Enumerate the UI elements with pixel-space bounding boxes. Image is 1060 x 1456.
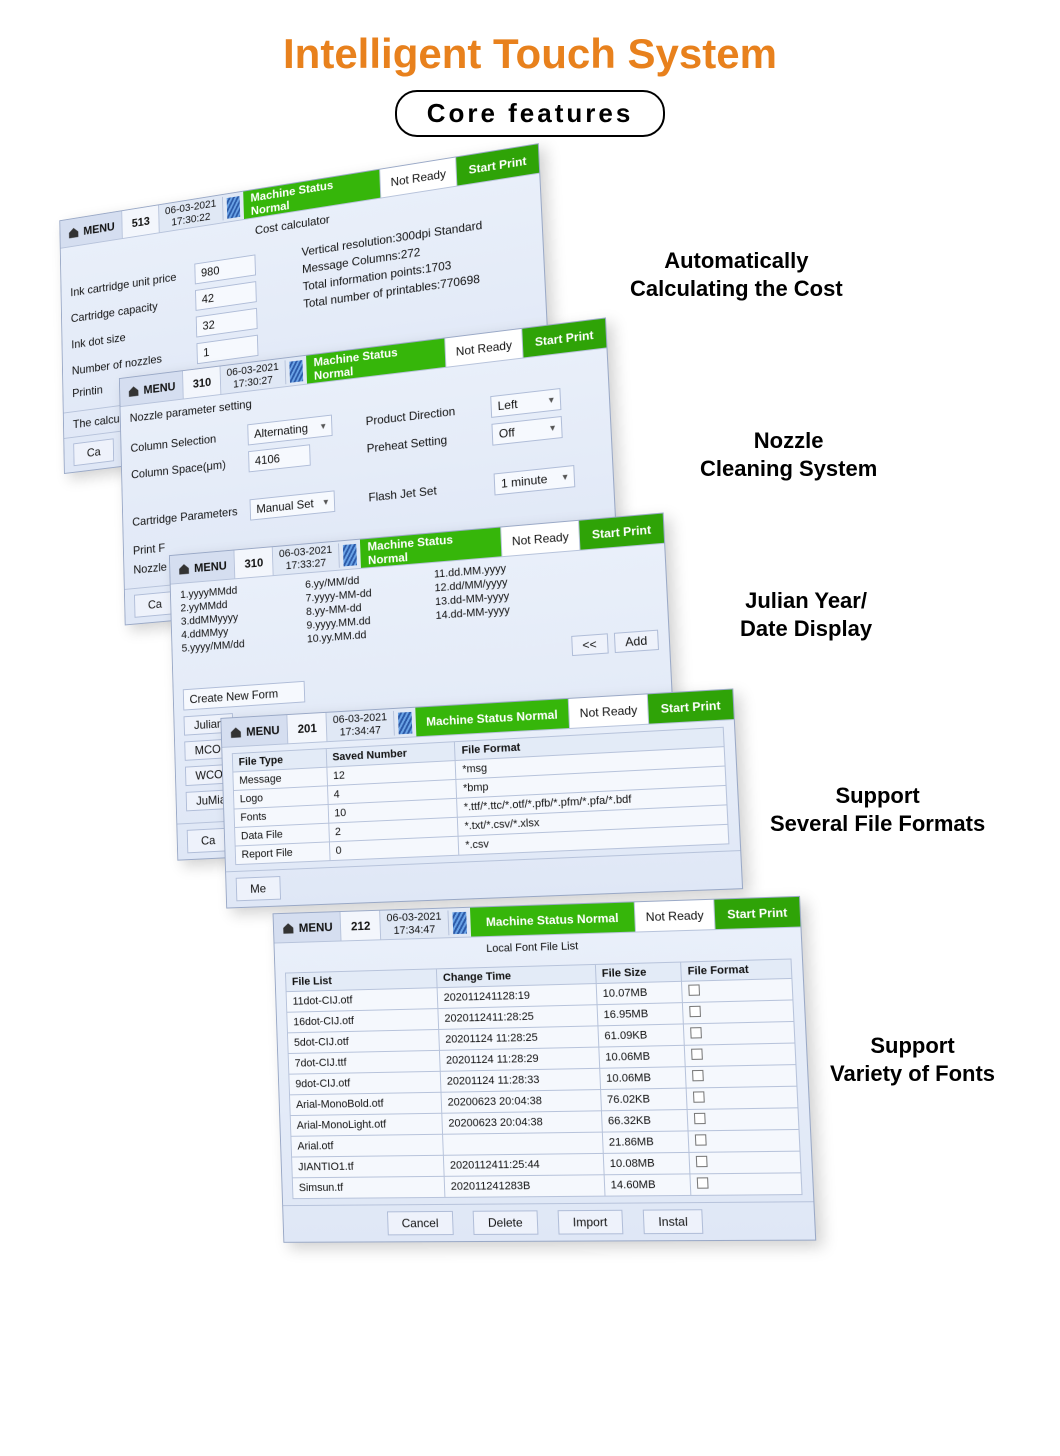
- checkbox[interactable]: [689, 1006, 701, 1017]
- import-button[interactable]: Import: [557, 1210, 623, 1235]
- menu-button[interactable]: MENU: [170, 550, 236, 583]
- colsel-label: Column Selection: [130, 429, 240, 455]
- colspace-label: Column Space(μm): [131, 456, 241, 482]
- stripe-icon: [343, 543, 357, 566]
- count-value: 310: [235, 547, 274, 578]
- stripe-icon: [289, 360, 303, 383]
- count-value: 201: [288, 713, 328, 743]
- file-types-table: File Type Saved Number File Format Messa…: [232, 727, 730, 865]
- checkbox[interactable]: [694, 1113, 706, 1124]
- checkbox[interactable]: [688, 984, 700, 995]
- home-icon: [229, 725, 243, 739]
- colspace-input[interactable]: 4106: [248, 444, 311, 472]
- dir-select[interactable]: Left: [490, 388, 561, 418]
- menu-button[interactable]: MENU: [274, 912, 342, 943]
- add-button[interactable]: Add: [614, 630, 660, 653]
- checkbox[interactable]: [697, 1177, 709, 1188]
- datetime: 06-03-202117:34:47: [381, 911, 449, 937]
- stripe-icon: [226, 196, 240, 219]
- panel-file-formats: MENU 201 06-03-202117:34:47 Machine Stat…: [220, 688, 743, 908]
- cart-label: Cartridge Parameters: [132, 504, 242, 529]
- checkbox[interactable]: [692, 1070, 704, 1081]
- colsel-select[interactable]: Alternating: [247, 415, 332, 446]
- datetime: 06-03-202117:34:47: [327, 711, 395, 738]
- dot-input[interactable]: 32: [196, 308, 258, 338]
- panel-font-list: MENU 212 06-03-202117:34:47 Machine Stat…: [273, 896, 817, 1243]
- checkbox[interactable]: [695, 1134, 707, 1145]
- calc-text: The calcul: [73, 412, 122, 432]
- ready-text: Not Ready: [568, 694, 649, 728]
- count-value: 513: [122, 205, 160, 238]
- caption-cost: AutomaticallyCalculating the Cost: [630, 247, 843, 302]
- create-form-input[interactable]: Create New Form: [183, 681, 305, 711]
- cancel-button[interactable]: Ca: [73, 438, 114, 466]
- cancel-button[interactable]: Cancel: [387, 1211, 454, 1235]
- capacity-input[interactable]: 42: [195, 281, 257, 311]
- datetime: 06-03-202117:30:27: [221, 361, 286, 392]
- count-value: 310: [183, 366, 221, 398]
- caption-nozzle: NozzleCleaning System: [700, 427, 877, 482]
- printf-label: Print F: [133, 541, 165, 558]
- menu-label: MENU: [83, 219, 115, 237]
- stripe-icon: [452, 911, 467, 933]
- table-row[interactable]: Simsun.tf202011241283B14.60MB: [292, 1173, 802, 1199]
- install-button[interactable]: Instal: [642, 1209, 703, 1234]
- menu-button[interactable]: MENU: [221, 715, 288, 747]
- preheat-select[interactable]: Off: [491, 416, 562, 446]
- caption-julian: Julian Year/Date Display: [740, 587, 872, 642]
- checkbox[interactable]: [690, 1027, 702, 1038]
- preheat-label: Preheat Setting: [366, 429, 484, 456]
- ready-text: Not Ready: [634, 900, 716, 932]
- back-button[interactable]: <<: [571, 633, 609, 656]
- page-title: Intelligent Touch System: [0, 30, 1060, 78]
- checkbox[interactable]: [696, 1156, 708, 1167]
- start-print-button[interactable]: Start Print: [648, 690, 734, 724]
- home-icon: [281, 921, 295, 935]
- count-value: 212: [341, 911, 382, 941]
- status-badge: Machine Status Normal: [470, 902, 636, 936]
- delete-button[interactable]: Delete: [473, 1210, 538, 1235]
- font-list-table: File List Change Time File Size File For…: [285, 958, 803, 1199]
- datetime: 06-03-202117:33:27: [273, 544, 339, 573]
- home-icon: [177, 561, 190, 575]
- unit-price-input[interactable]: 980: [194, 254, 256, 284]
- checkbox[interactable]: [693, 1091, 705, 1102]
- home-icon: [127, 384, 140, 399]
- subtitle: Core features: [395, 90, 666, 137]
- nozzle-input[interactable]: 1: [196, 335, 258, 365]
- nozgl-label: Nozzle: [133, 560, 167, 577]
- flash-select[interactable]: 1 minute: [494, 465, 576, 495]
- caption-formats: SupportSeveral File Formats: [770, 782, 985, 837]
- dir-label: Product Direction: [365, 401, 483, 428]
- start-print-button[interactable]: Start Print: [714, 897, 800, 929]
- stripe-icon: [398, 711, 412, 733]
- me-button[interactable]: Me: [236, 876, 281, 901]
- checkbox[interactable]: [691, 1048, 703, 1059]
- cart-select[interactable]: Manual Set: [250, 490, 336, 520]
- flash-label: Flash Jet Set: [368, 478, 486, 504]
- caption-fonts: SupportVariety of Fonts: [830, 1032, 995, 1087]
- home-icon: [67, 225, 80, 240]
